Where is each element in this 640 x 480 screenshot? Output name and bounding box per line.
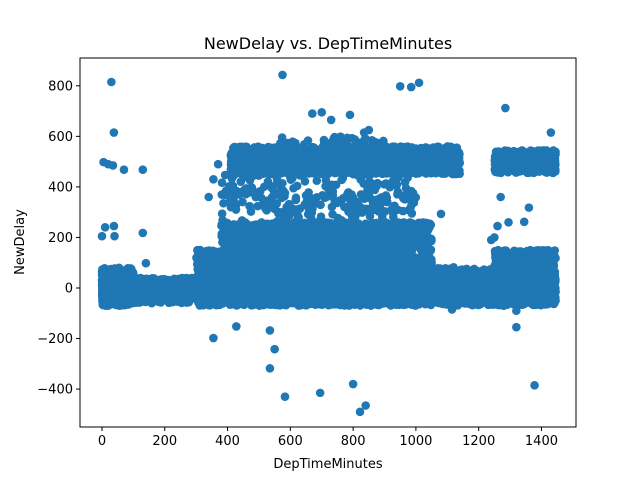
data-point xyxy=(106,299,116,308)
data-point xyxy=(98,265,107,274)
data-point xyxy=(195,285,205,295)
data-point xyxy=(163,287,173,296)
data-point xyxy=(165,296,174,306)
data-point xyxy=(194,247,203,257)
data-point xyxy=(204,279,213,289)
data-point xyxy=(178,288,187,298)
data-point xyxy=(170,279,179,289)
data-point xyxy=(154,276,164,286)
data-point xyxy=(209,254,218,264)
data-point xyxy=(100,284,110,293)
data-point xyxy=(118,268,128,277)
data-point xyxy=(192,272,202,281)
scatter-points xyxy=(97,70,560,417)
chart-title: NewDelay vs. DepTimeMinutes xyxy=(204,34,452,53)
data-point xyxy=(137,275,146,285)
data-point xyxy=(135,290,145,300)
data-point xyxy=(149,283,159,293)
data-point xyxy=(99,272,108,282)
data-point xyxy=(208,263,218,273)
data-point xyxy=(113,286,122,296)
data-point xyxy=(201,246,211,256)
